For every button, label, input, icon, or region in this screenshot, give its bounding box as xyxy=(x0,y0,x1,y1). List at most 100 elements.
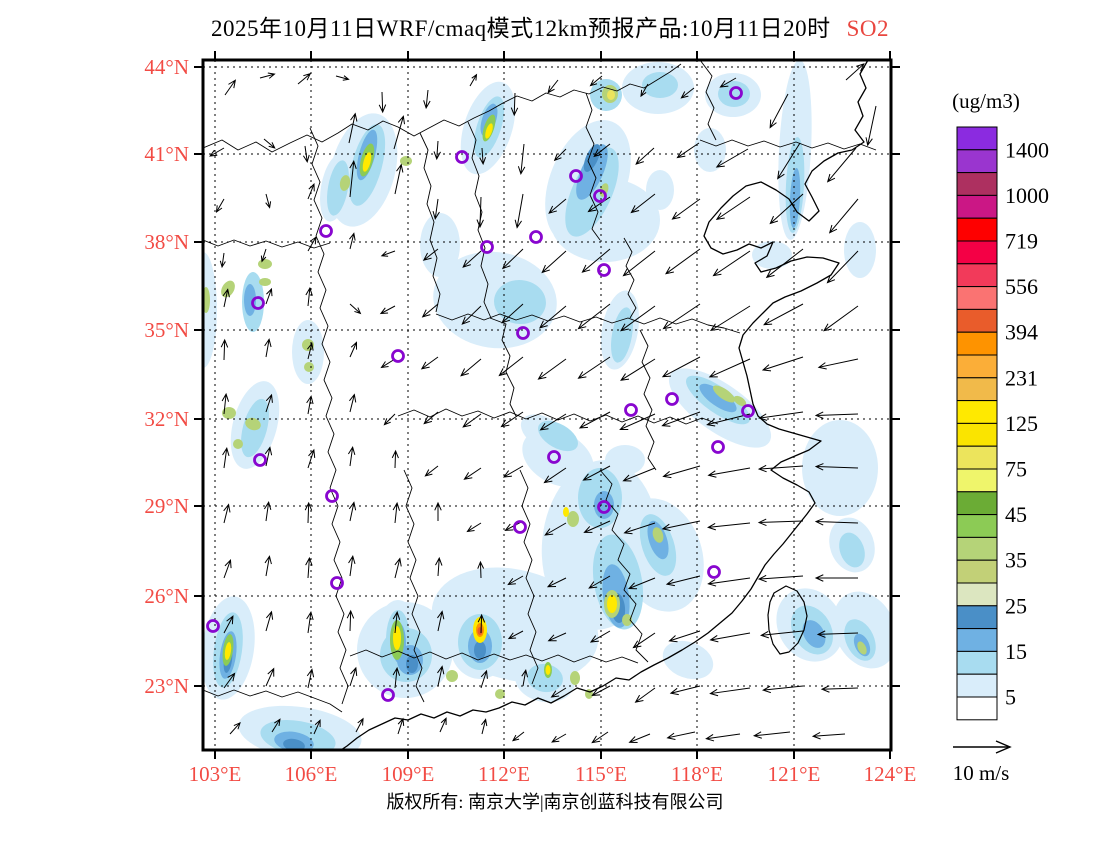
contour-patch xyxy=(563,507,569,517)
wind-arrow xyxy=(393,115,405,150)
contour-patch xyxy=(607,595,617,613)
wind-arrow xyxy=(865,105,877,147)
wind-arrow xyxy=(553,148,567,162)
province-boundary xyxy=(349,649,639,664)
province-boundary xyxy=(623,237,637,319)
wind-arrow xyxy=(304,501,313,524)
wind-arrow xyxy=(757,464,804,473)
wind-arrow xyxy=(661,520,701,532)
lon-label: 112°E xyxy=(478,762,530,786)
wind-arrow xyxy=(761,356,804,372)
wind-arrow xyxy=(460,358,482,377)
legend-value-label: 5 xyxy=(1005,685,1016,710)
contour-patch xyxy=(283,738,305,750)
wind-arrow xyxy=(709,632,751,643)
wind-arrow xyxy=(224,79,237,96)
lat-label: 32°N xyxy=(144,407,189,431)
station-marker xyxy=(253,453,267,467)
wind-arrow xyxy=(761,685,804,694)
contour-patch xyxy=(576,144,608,200)
wind-arrow xyxy=(265,610,274,632)
station-marker xyxy=(711,440,725,454)
wind-arrow xyxy=(551,733,567,743)
wind-arrow xyxy=(222,288,230,308)
contour-patch xyxy=(446,670,458,682)
wind-arrow xyxy=(349,341,358,358)
wind-arrow xyxy=(826,250,859,284)
wind-arrow xyxy=(757,518,804,527)
wind-arrow xyxy=(760,630,804,639)
lon-label: 106°E xyxy=(285,762,338,786)
legend-box xyxy=(956,331,998,356)
wind-arrow xyxy=(302,145,310,164)
legend-box xyxy=(956,628,998,652)
legend-box xyxy=(956,536,998,561)
wind-arrow xyxy=(777,142,801,180)
contour-patch xyxy=(420,213,460,277)
contour-patch xyxy=(406,655,418,673)
province-boundary xyxy=(203,63,682,153)
wind-arrow xyxy=(307,236,317,252)
contour-patch xyxy=(224,642,232,660)
wind-arrow xyxy=(666,731,696,740)
wind-arrow xyxy=(476,196,484,229)
legend-value-label: 35 xyxy=(1005,548,1027,573)
province-boundary xyxy=(203,689,343,713)
wind-arrow xyxy=(537,358,567,380)
wind-arrow xyxy=(271,718,281,733)
wind-arrow xyxy=(668,630,701,643)
wind-arrow xyxy=(265,287,273,305)
contour-patch xyxy=(646,170,674,210)
wind-arrow xyxy=(769,93,789,129)
contour-patch xyxy=(527,663,563,693)
wind-arrow xyxy=(620,358,656,381)
wind-arrow xyxy=(619,413,656,430)
legend-box xyxy=(956,240,998,265)
wind-arrow xyxy=(305,286,313,307)
legend-value-label: 25 xyxy=(1005,593,1027,618)
wind-arrow xyxy=(828,198,859,234)
wind-arrow xyxy=(662,303,701,330)
wind-arrow xyxy=(297,72,312,85)
wind-arrow xyxy=(437,610,445,632)
station-marker xyxy=(251,296,265,310)
coastline xyxy=(340,60,869,750)
axis-labels: 44°N 41°N 38°N 35°N 32°N 29°N 26°N 23°N 103°E 106… xyxy=(144,55,916,786)
contour-patch xyxy=(245,417,261,431)
wind-scale-arrowhead xyxy=(995,740,1012,754)
contour-patch xyxy=(622,614,632,626)
wind-arrow xyxy=(589,75,603,87)
color-legend: 1400 1000 719 556 394 231 125 75 45 35 25 15 5 xyxy=(956,126,1049,721)
wind-arrow xyxy=(502,465,524,478)
legend-value-label: 1400 xyxy=(1005,137,1049,162)
wind-arrow xyxy=(544,522,567,536)
wind-arrow xyxy=(546,577,567,588)
legend-box xyxy=(956,217,998,242)
wind-arrow xyxy=(707,577,751,587)
wind-arrow xyxy=(349,232,356,250)
wind-arrow xyxy=(589,630,611,643)
province-boundary xyxy=(585,92,601,241)
wind-arrow xyxy=(635,147,655,165)
province-boundary xyxy=(639,329,657,471)
wind-arrow xyxy=(439,717,447,733)
province-boundary xyxy=(203,239,331,249)
contour-patch xyxy=(292,320,324,384)
contour-patch xyxy=(733,395,747,407)
wind-arrow xyxy=(577,303,611,330)
legend-box xyxy=(956,149,998,174)
contour-patch xyxy=(339,175,351,191)
wind-arrow xyxy=(709,305,751,332)
station-marker xyxy=(516,326,530,340)
wind-arrow xyxy=(349,666,358,687)
wind-arrow xyxy=(665,575,701,587)
contour-patch xyxy=(594,491,614,519)
wind-arrow xyxy=(816,630,859,638)
contour-patch xyxy=(400,156,412,166)
wind-arrow xyxy=(463,467,482,480)
station-marker xyxy=(741,404,755,418)
concentration-patches xyxy=(203,60,891,750)
wind-arrow xyxy=(705,733,741,742)
wind-arrow xyxy=(423,411,439,425)
wind-arrow xyxy=(550,687,567,698)
